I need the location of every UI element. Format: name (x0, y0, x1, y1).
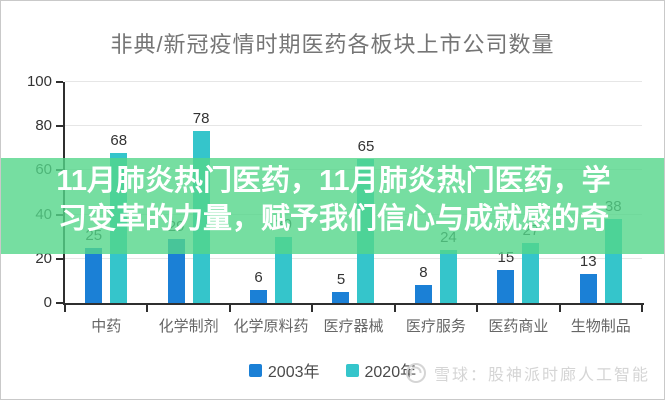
y-axis-label: 20 (35, 249, 52, 267)
bar-2020年-医疗服务 (439, 249, 457, 303)
y-axis-tick (56, 257, 63, 260)
bar-value-label: 78 (192, 109, 210, 127)
bar-value-label: 13 (579, 253, 597, 271)
x-axis-tick (476, 305, 479, 312)
x-axis-tick (558, 305, 561, 312)
bar-2003年-医疗服务 (414, 285, 432, 303)
y-axis-label: 80 (35, 117, 52, 135)
legend: 2003年 2020年 (1, 358, 664, 382)
gridline (65, 81, 642, 82)
bar-2003年-化学原料药 (250, 289, 268, 303)
x-axis-tick (146, 305, 149, 312)
bar-group: 1527医药商业 (477, 82, 559, 335)
x-axis-category-label: 生物制品 (570, 318, 631, 335)
overlay-text-line2: 习变革的力量，赋予我们信心与成就感的奇 (57, 203, 609, 235)
x-axis-tick (64, 305, 66, 312)
legend-label: 2020年 (364, 364, 417, 381)
x-axis-line (63, 303, 644, 305)
legend-item-2003年: 2003年 (248, 358, 320, 382)
overlay-text-band: 11月肺炎热门医药，11月肺炎热门医药，学 习变革的力量，赋予我们信心与成就感的… (1, 158, 664, 254)
x-axis-category-label: 医疗服务 (405, 318, 466, 335)
bar-2003年-中药 (85, 247, 103, 303)
legend-label: 2003年 (267, 364, 320, 381)
gridline (65, 125, 642, 127)
chart-title: 非典/新冠疫情时期医药各板块上市公司数量 (110, 32, 555, 57)
bar-2003年-生物制品 (579, 274, 597, 303)
y-axis-label: 100 (26, 73, 52, 90)
x-axis-category-label: 化学原料药 (233, 318, 309, 335)
x-axis-category-label: 医疗器械 (323, 318, 384, 335)
x-axis-tick (228, 305, 231, 312)
legend-swatch (248, 363, 262, 377)
y-axis-tick (56, 125, 63, 128)
watermark-text: 雪球：股神派时廊人工智能 (433, 367, 650, 384)
y-axis-label: 0 (43, 294, 52, 311)
x-axis-tick (393, 305, 396, 312)
bar-2003年-化学制剂 (167, 238, 185, 303)
watermark: 雪球：股神派时廊人工智能 (405, 361, 650, 385)
y-axis-tick (56, 81, 63, 83)
snowball-logo-icon (405, 363, 426, 383)
y-axis-tick (56, 302, 63, 304)
bar-value-label: 68 (110, 131, 128, 149)
bar-value-label: 6 (254, 268, 263, 286)
x-axis-category-label: 中药 (91, 318, 122, 335)
bar-2003年-医药商业 (497, 269, 515, 303)
gridline (65, 257, 642, 259)
bar-2020年-医药商业 (522, 243, 540, 303)
x-axis-category-label: 化学制剂 (158, 318, 219, 335)
bar-value-label: 5 (336, 270, 346, 288)
x-axis-category-label: 医药商业 (488, 318, 549, 335)
bar-value-label: 65 (357, 138, 375, 156)
legend-swatch (345, 363, 359, 377)
x-axis-tick (641, 305, 643, 312)
legend-item-2020年: 2020年 (345, 358, 417, 382)
x-axis-tick (311, 305, 314, 312)
overlay-text-line1: 11月肺炎热门医药，11月肺炎热门医药，学 (56, 165, 611, 197)
bar-value-label: 8 (419, 264, 428, 282)
bar-2003年-医疗器械 (332, 291, 350, 303)
